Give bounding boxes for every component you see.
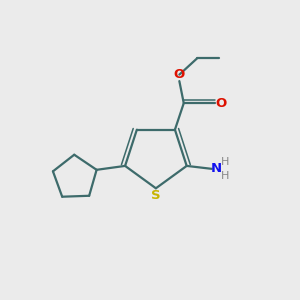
Text: O: O (174, 68, 185, 81)
Text: S: S (151, 189, 161, 202)
Text: H: H (221, 171, 230, 181)
Text: N: N (211, 162, 222, 175)
Text: H: H (221, 158, 230, 167)
Text: O: O (215, 97, 226, 110)
